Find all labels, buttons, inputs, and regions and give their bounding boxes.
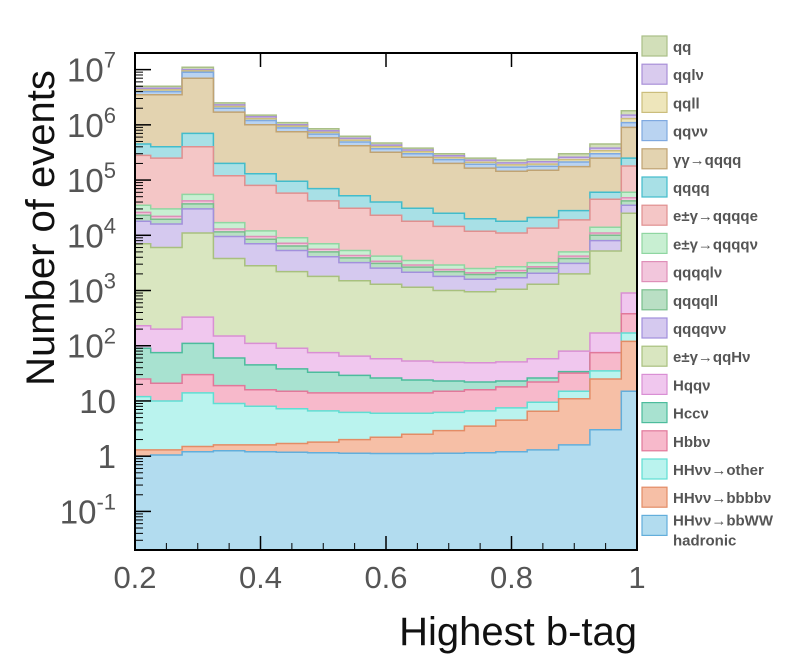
legend-swatch (641, 345, 668, 367)
legend-swatch (641, 176, 668, 198)
legend-swatch (641, 486, 668, 508)
legend-label: qqll (673, 95, 700, 112)
legend-entry: qq (641, 35, 691, 57)
y-axis-label: Number of events (19, 70, 63, 386)
legend-entry: qqqqlν (641, 261, 722, 283)
legend-entry: Hccν (641, 402, 709, 424)
legend-swatch (641, 430, 668, 452)
legend-label: e±γ→qqqqe (673, 208, 758, 225)
legend-label: e±γ→qqHν (673, 349, 750, 366)
y-tick-label: 107 (67, 48, 116, 89)
legend-swatch (641, 514, 668, 537)
y-tick-label: 1 (98, 438, 116, 475)
x-axis-label: Highest b-tag (399, 610, 637, 654)
legend-entry: qqνν (641, 119, 708, 142)
legend-swatch (641, 317, 668, 339)
legend-swatch (641, 458, 668, 480)
legend-entry: HHνν→other (641, 458, 764, 480)
legend-label: qqqqlν (673, 265, 722, 282)
y-axis-ticks: 10-1 1 10 102 103 104 105 106 107 (60, 48, 151, 551)
x-tick-label: 1 (628, 560, 645, 595)
legend: qqqqlνqqllqqννγγ→qqqqqqqqe±γ→qqqqee±γ→qq… (641, 35, 774, 549)
legend-entry: Hqqν (641, 373, 711, 395)
y-tick-label: 10 (79, 383, 116, 420)
legend-label: Hbbν (673, 434, 711, 451)
y-tick-label: 104 (67, 213, 116, 254)
legend-label: HHνν→bbWW (673, 512, 774, 529)
x-tick-label: 0.8 (490, 560, 533, 595)
y-tick-label: 103 (67, 269, 116, 310)
legend-swatch (641, 119, 668, 142)
legend-label: qqqqνν (673, 321, 726, 338)
legend-label: HHνν→other (673, 462, 764, 479)
legend-entry: HHνν→bbbbν (641, 486, 771, 508)
x-tick-label: 0.4 (239, 560, 282, 595)
legend-swatch (641, 261, 668, 283)
legend-swatch (641, 373, 668, 395)
legend-entry: HHνν→bbWW hadronic (641, 512, 774, 549)
legend-swatch (641, 402, 668, 424)
legend-label: qq (673, 39, 691, 56)
legend-label: qqνν (673, 124, 708, 141)
y-tick-label: 102 (67, 324, 116, 365)
legend-label: qqqqll (673, 293, 718, 310)
legend-label: hadronic (673, 532, 736, 549)
legend-label: HHνν→bbbbν (673, 490, 771, 507)
legend-entry: e±γ→qqqqν (641, 232, 758, 254)
legend-entry: e±γ→qqqqe (641, 204, 758, 226)
legend-label: qqlν (673, 67, 704, 84)
legend-label: γγ→qqqq (673, 152, 741, 169)
y-tick-label: 10-1 (60, 489, 116, 530)
legend-entry: qqll (641, 91, 700, 114)
legend-entry: γγ→qqqq (641, 148, 741, 170)
y-tick-label: 105 (67, 158, 116, 199)
legend-swatch (641, 232, 668, 254)
legend-label: Hccν (673, 406, 709, 423)
legend-label: Hqqν (673, 377, 711, 394)
legend-swatch (641, 91, 668, 114)
legend-entry: qqqqνν (641, 317, 726, 339)
legend-swatch (641, 35, 668, 57)
legend-swatch (641, 63, 668, 85)
legend-swatch (641, 289, 668, 311)
legend-entry: qqqqll (641, 289, 718, 311)
legend-label: e±γ→qqqqν (673, 236, 758, 253)
legend-entry: e±γ→qqHν (641, 345, 750, 367)
series-areas (134, 66, 638, 551)
y-tick-label: 106 (67, 103, 116, 144)
series-area (134, 390, 638, 551)
legend-swatch (641, 148, 668, 170)
legend-entry: Hbbν (641, 430, 711, 452)
legend-entry: qqlν (641, 63, 704, 85)
legend-label: qqqq (673, 180, 710, 197)
legend-entry: qqqq (641, 176, 710, 198)
x-tick-label: 0.6 (364, 560, 407, 595)
legend-swatch (641, 204, 668, 226)
x-tick-label: 0.2 (113, 560, 156, 595)
x-axis-ticks: 0.2 0.4 0.6 0.8 1 (113, 53, 646, 595)
